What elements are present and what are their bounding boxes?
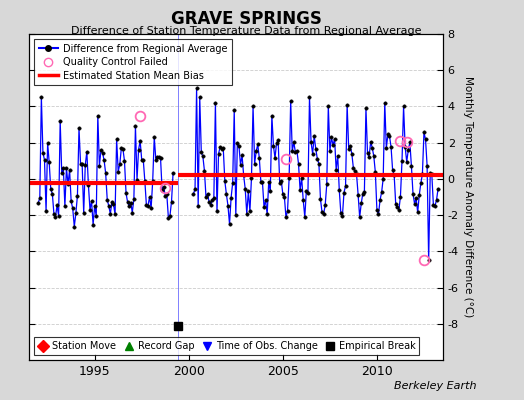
Text: Difference of Station Temperature Data from Regional Average: Difference of Station Temperature Data f… (71, 26, 421, 36)
Y-axis label: Monthly Temperature Anomaly Difference (°C): Monthly Temperature Anomaly Difference (… (463, 76, 473, 318)
Legend: Station Move, Record Gap, Time of Obs. Change, Empirical Break: Station Move, Record Gap, Time of Obs. C… (34, 337, 419, 355)
Text: Berkeley Earth: Berkeley Earth (395, 381, 477, 391)
Text: GRAVE SPRINGS: GRAVE SPRINGS (171, 10, 322, 28)
